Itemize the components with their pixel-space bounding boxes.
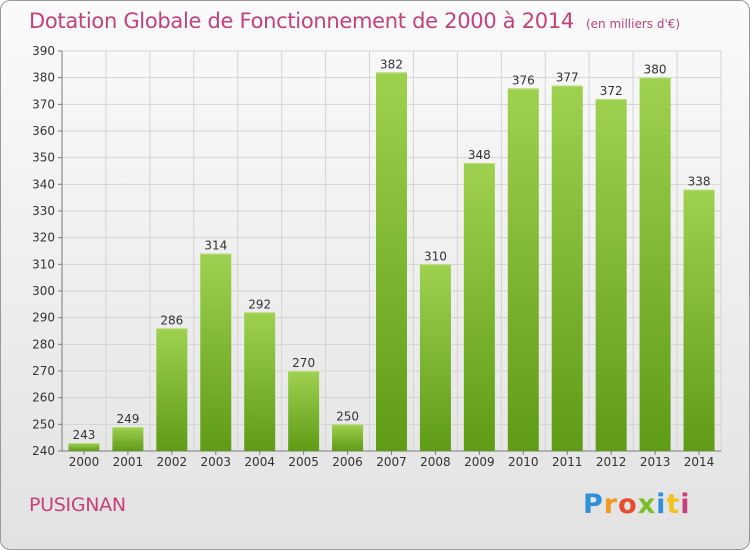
bar bbox=[200, 253, 232, 451]
bar bbox=[507, 88, 539, 451]
x-tick-label: 2002 bbox=[157, 455, 188, 469]
bar bbox=[332, 424, 364, 451]
x-tick-label: 2014 bbox=[684, 455, 715, 469]
data-label: 314 bbox=[204, 239, 227, 253]
y-tick-label: 350 bbox=[32, 151, 55, 165]
y-tick-label: 310 bbox=[32, 257, 55, 271]
data-label: 286 bbox=[160, 313, 183, 327]
x-tick-labels: 2000 2001 2002 2003 2004 2005 2006 2007 2008 2009… bbox=[69, 455, 715, 469]
chart-title-block: Dotation Globale de Fonctionnement de 20… bbox=[29, 9, 680, 33]
y-tick-label: 380 bbox=[32, 71, 55, 85]
bars bbox=[68, 72, 715, 452]
x-tick-label: 2009 bbox=[464, 455, 495, 469]
bar bbox=[68, 443, 100, 451]
data-label: 292 bbox=[248, 297, 271, 311]
data-label: 270 bbox=[292, 356, 315, 370]
x-tick-label: 2007 bbox=[376, 455, 407, 469]
data-label: 372 bbox=[600, 84, 623, 98]
data-label: 249 bbox=[116, 412, 139, 426]
x-tick-label: 2001 bbox=[113, 455, 144, 469]
bar bbox=[376, 72, 407, 451]
x-tick-label: 2005 bbox=[288, 455, 319, 469]
data-label: 348 bbox=[468, 148, 491, 162]
y-tick-label: 300 bbox=[32, 284, 55, 298]
bar bbox=[244, 312, 276, 451]
y-tick-label: 320 bbox=[32, 231, 55, 245]
y-tick-label: 340 bbox=[32, 177, 55, 191]
data-label: 376 bbox=[512, 73, 535, 87]
x-tick-label: 2006 bbox=[332, 455, 363, 469]
commune-name: PUSIGNAN bbox=[29, 494, 126, 516]
y-tick-label: 270 bbox=[32, 364, 55, 378]
y-tick-label: 250 bbox=[32, 417, 55, 431]
data-label: 310 bbox=[424, 249, 447, 263]
bar bbox=[639, 77, 671, 452]
x-tick-label: 2004 bbox=[244, 455, 275, 469]
chart-unit: (en milliers d'€) bbox=[585, 17, 681, 31]
data-label: 377 bbox=[556, 71, 579, 85]
bar bbox=[595, 99, 627, 451]
data-label: 380 bbox=[644, 63, 667, 77]
y-tick-label: 330 bbox=[32, 204, 55, 218]
data-label: 250 bbox=[336, 409, 359, 423]
bar bbox=[551, 85, 583, 452]
x-tick-label: 2012 bbox=[596, 455, 627, 469]
y-tick-label: 360 bbox=[32, 124, 55, 138]
proxiti-logo: Proxiti bbox=[583, 489, 691, 520]
bar bbox=[463, 163, 495, 451]
bar bbox=[156, 328, 188, 451]
data-label: 382 bbox=[380, 57, 403, 71]
x-tick-label: 2011 bbox=[552, 455, 583, 469]
chart-title: Dotation Globale de Fonctionnement de 20… bbox=[29, 9, 574, 33]
x-tick-label: 2013 bbox=[640, 455, 671, 469]
y-tick-label: 390 bbox=[32, 44, 55, 58]
bar bbox=[683, 189, 715, 451]
x-tick-label: 2008 bbox=[420, 455, 451, 469]
y-tick-label: 370 bbox=[32, 97, 55, 111]
x-tick-label: 2000 bbox=[69, 455, 100, 469]
y-tick-label: 260 bbox=[32, 391, 55, 405]
bar bbox=[112, 427, 144, 451]
y-tick-label: 240 bbox=[32, 444, 55, 458]
bar bbox=[288, 371, 320, 451]
data-labels: 243 249 286 314 292 270 250 382 310 348 376 377 372 3… bbox=[73, 57, 711, 442]
x-tick-label: 2003 bbox=[200, 455, 231, 469]
y-tick-label: 280 bbox=[32, 337, 55, 351]
data-label: 338 bbox=[688, 175, 711, 189]
data-label: 243 bbox=[73, 428, 96, 442]
y-tick-labels: 240 250 260 270 280 290 300 310 320 330 340 350 360 3… bbox=[32, 44, 55, 458]
y-tick-label: 290 bbox=[32, 311, 55, 325]
bar bbox=[419, 264, 451, 451]
x-tick-label: 2010 bbox=[508, 455, 539, 469]
